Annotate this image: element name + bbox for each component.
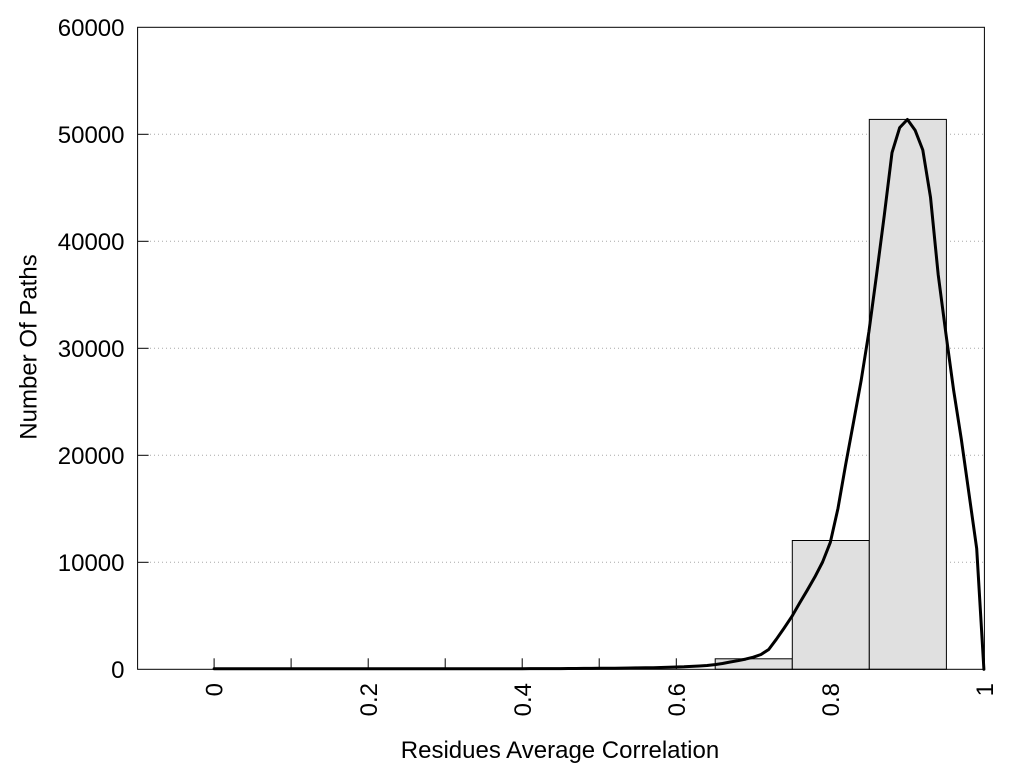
svg-text:Number Of Paths: Number Of Paths [16, 254, 43, 439]
svg-text:1: 1 [972, 683, 999, 696]
svg-text:0.8: 0.8 [818, 683, 845, 716]
svg-text:0.4: 0.4 [510, 683, 537, 716]
svg-text:0: 0 [202, 683, 229, 696]
svg-text:60000: 60000 [58, 15, 125, 42]
svg-text:10000: 10000 [58, 550, 125, 577]
svg-text:20000: 20000 [58, 443, 125, 470]
svg-text:50000: 50000 [58, 122, 125, 149]
svg-text:0.2: 0.2 [356, 683, 383, 716]
svg-text:0.6: 0.6 [664, 683, 691, 716]
svg-text:Residues Average Correlation: Residues Average Correlation [401, 737, 719, 764]
svg-text:0: 0 [111, 657, 124, 684]
svg-text:30000: 30000 [58, 336, 125, 363]
svg-text:40000: 40000 [58, 229, 125, 256]
